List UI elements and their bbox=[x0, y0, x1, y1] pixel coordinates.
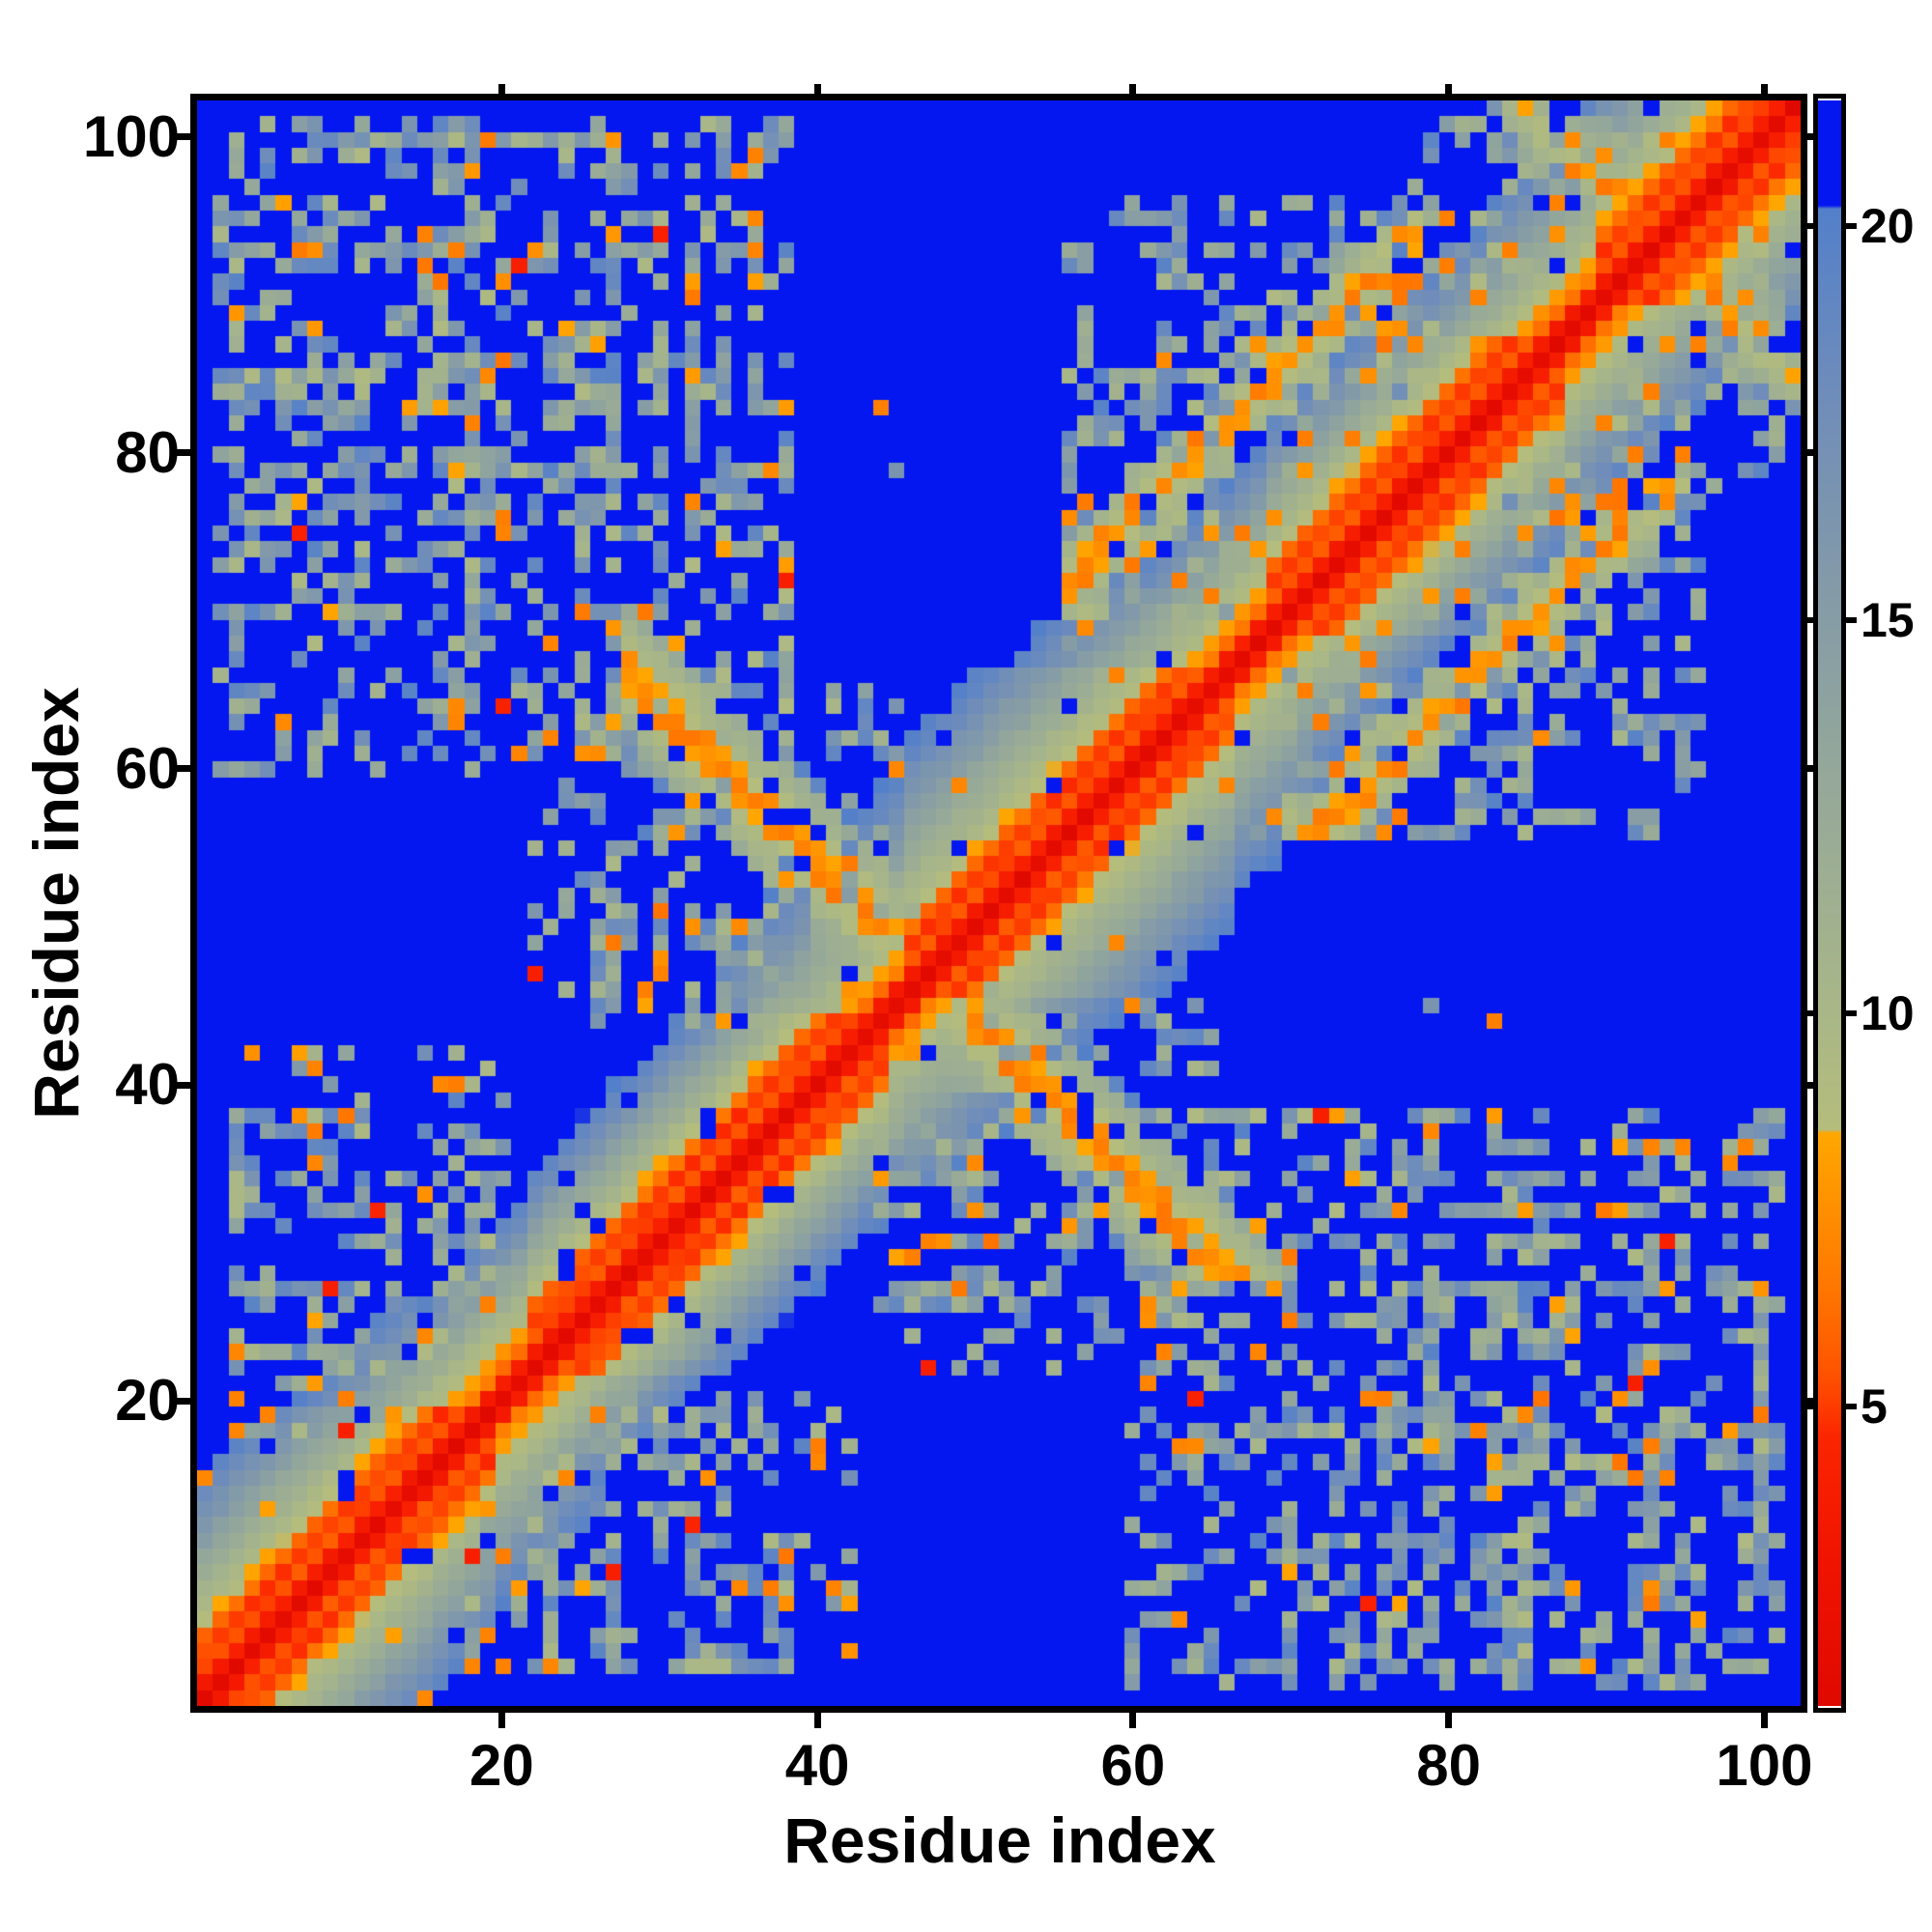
colorbar-canvas bbox=[1818, 100, 1841, 1706]
colorbar-tick-right bbox=[1846, 223, 1857, 230]
colorbar-tick-right bbox=[1846, 616, 1857, 623]
x-tick-label: 40 bbox=[784, 1733, 850, 1798]
y-tick-left bbox=[175, 1397, 190, 1405]
colorbar-tick-left bbox=[1803, 1010, 1813, 1017]
y-tick-left bbox=[175, 133, 190, 141]
y-tick-left bbox=[175, 765, 190, 773]
y-tick-right bbox=[1807, 765, 1817, 773]
x-tick-bottom bbox=[813, 1713, 821, 1728]
heatmap-canvas bbox=[197, 100, 1801, 1706]
y-tick-label: 100 bbox=[82, 103, 180, 169]
x-tick-top bbox=[813, 84, 821, 94]
colorbar-border bbox=[1813, 94, 1846, 1713]
y-tick-left bbox=[175, 449, 190, 457]
x-tick-label: 60 bbox=[1100, 1733, 1166, 1798]
colorbar-tick-left bbox=[1803, 223, 1813, 230]
x-tick-top bbox=[1129, 84, 1137, 94]
y-tick-label: 80 bbox=[115, 419, 180, 485]
y-tick-left bbox=[175, 1081, 190, 1089]
x-tick-bottom bbox=[1445, 1713, 1453, 1728]
x-tick-top bbox=[497, 84, 505, 94]
x-tick-bottom bbox=[1129, 1713, 1137, 1728]
x-tick-bottom bbox=[1760, 1713, 1768, 1728]
x-axis-label: Residue index bbox=[783, 1804, 1216, 1876]
plot-border bbox=[190, 94, 1807, 1713]
y-tick-right bbox=[1807, 1397, 1817, 1405]
colorbar-tick-label: 10 bbox=[1861, 986, 1915, 1041]
y-tick-right bbox=[1807, 449, 1817, 457]
x-tick-label: 100 bbox=[1716, 1733, 1813, 1798]
y-tick-right bbox=[1807, 1081, 1817, 1089]
y-tick-label: 60 bbox=[115, 735, 180, 801]
colorbar-tick-label: 15 bbox=[1861, 592, 1915, 647]
x-tick-label: 80 bbox=[1416, 1733, 1482, 1798]
colorbar-tick-label: 5 bbox=[1861, 1379, 1888, 1435]
x-tick-label: 20 bbox=[469, 1733, 534, 1798]
y-tick-right bbox=[1807, 133, 1817, 141]
colorbar-tick-right bbox=[1846, 1404, 1857, 1410]
colorbar-tick-label: 20 bbox=[1861, 199, 1915, 254]
colorbar-tick-right bbox=[1846, 1010, 1857, 1017]
colorbar-tick-left bbox=[1803, 616, 1813, 623]
x-tick-top bbox=[1760, 84, 1768, 94]
y-tick-label: 20 bbox=[115, 1368, 180, 1434]
x-tick-top bbox=[1445, 84, 1453, 94]
x-tick-bottom bbox=[497, 1713, 505, 1728]
y-tick-label: 40 bbox=[115, 1052, 180, 1118]
colorbar-tick-left bbox=[1803, 1404, 1813, 1410]
